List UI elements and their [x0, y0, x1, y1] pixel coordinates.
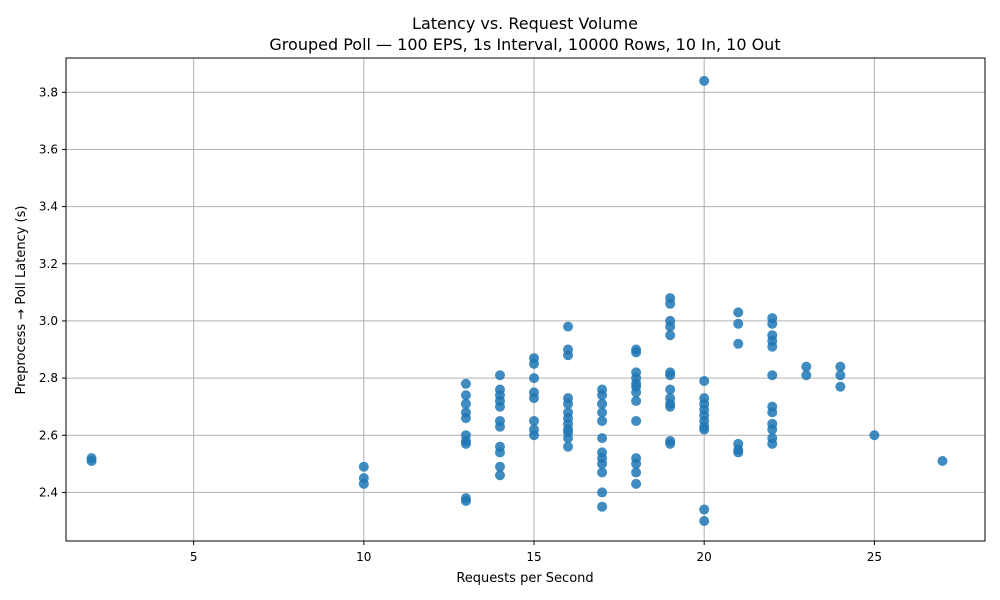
data-point	[699, 424, 710, 435]
axis-ticks: 5 10 15 20 25 2.4 2.6 2.8 3.0 3.2 3.4 3.6 3.8	[39, 85, 882, 564]
x-tick-label: 10	[356, 550, 371, 564]
data-point	[699, 375, 710, 386]
data-point	[494, 447, 505, 458]
data-point	[699, 515, 710, 526]
data-point	[597, 467, 608, 478]
data-point	[460, 378, 471, 389]
data-point	[460, 495, 471, 506]
data-point	[631, 478, 642, 489]
x-tick-label: 20	[697, 550, 712, 564]
data-point	[835, 361, 846, 372]
y-tick-label: 3.4	[39, 200, 58, 214]
data-point	[529, 430, 540, 441]
data-point	[631, 415, 642, 426]
data-point	[631, 458, 642, 469]
data-point	[699, 75, 710, 86]
grid-lines	[66, 58, 985, 541]
data-point	[597, 487, 608, 498]
data-point	[597, 458, 608, 469]
data-points	[86, 75, 948, 526]
data-point	[801, 361, 812, 372]
data-point	[767, 318, 778, 329]
y-tick-label: 3.8	[39, 85, 58, 99]
data-point	[665, 384, 676, 395]
data-point	[835, 370, 846, 381]
data-point	[460, 398, 471, 409]
data-point	[563, 350, 574, 361]
data-point	[631, 347, 642, 358]
data-point	[597, 407, 608, 418]
data-point	[665, 330, 676, 341]
data-point	[563, 321, 574, 332]
data-point	[494, 401, 505, 412]
y-tick-label: 2.8	[39, 371, 58, 385]
data-point	[665, 438, 676, 449]
data-point	[767, 407, 778, 418]
data-point	[494, 421, 505, 432]
data-point	[665, 321, 676, 332]
data-point	[767, 370, 778, 381]
plot-area-frame	[65, 57, 986, 542]
chart-subtitle: Grouped Poll — 100 EPS, 1s Interval, 100…	[269, 35, 780, 54]
data-point	[665, 298, 676, 309]
data-point	[460, 438, 471, 449]
data-point	[460, 390, 471, 401]
data-point	[665, 401, 676, 412]
data-point	[665, 370, 676, 381]
y-tick-label: 2.4	[39, 485, 58, 499]
data-point	[494, 370, 505, 381]
y-tick-label: 2.6	[39, 428, 58, 442]
data-point	[801, 370, 812, 381]
data-point	[631, 395, 642, 406]
data-point	[767, 438, 778, 449]
data-point	[733, 318, 744, 329]
data-point	[563, 398, 574, 409]
x-tick-label: 15	[526, 550, 541, 564]
data-point	[733, 447, 744, 458]
data-point	[699, 504, 710, 515]
data-point	[733, 338, 744, 349]
data-point	[937, 455, 948, 466]
data-point	[358, 461, 369, 472]
x-axis-label: Requests per Second	[456, 571, 593, 586]
data-point	[597, 501, 608, 512]
data-point	[597, 415, 608, 426]
data-point	[529, 373, 540, 384]
y-tick-label: 3.2	[39, 257, 58, 271]
data-point	[767, 424, 778, 435]
data-point	[494, 470, 505, 481]
data-point	[597, 390, 608, 401]
y-tick-label: 3.6	[39, 142, 58, 156]
data-point	[597, 398, 608, 409]
data-point	[869, 430, 880, 441]
data-point	[835, 381, 846, 392]
data-point	[733, 307, 744, 318]
chart-title: Latency vs. Request Volume	[412, 14, 638, 33]
data-point	[529, 358, 540, 369]
data-point	[529, 415, 540, 426]
y-axis-label: Preprocess → Poll Latency (s)	[14, 206, 29, 395]
data-point	[494, 461, 505, 472]
data-point	[563, 433, 574, 444]
data-point	[597, 433, 608, 444]
data-point	[358, 478, 369, 489]
data-point	[86, 455, 97, 466]
data-point	[767, 341, 778, 352]
data-point	[631, 467, 642, 478]
y-tick-label: 3.0	[39, 314, 58, 328]
data-point	[563, 441, 574, 452]
data-point	[460, 413, 471, 424]
x-tick-label: 5	[190, 550, 198, 564]
data-point	[529, 393, 540, 404]
x-tick-label: 25	[867, 550, 882, 564]
data-point	[631, 387, 642, 398]
